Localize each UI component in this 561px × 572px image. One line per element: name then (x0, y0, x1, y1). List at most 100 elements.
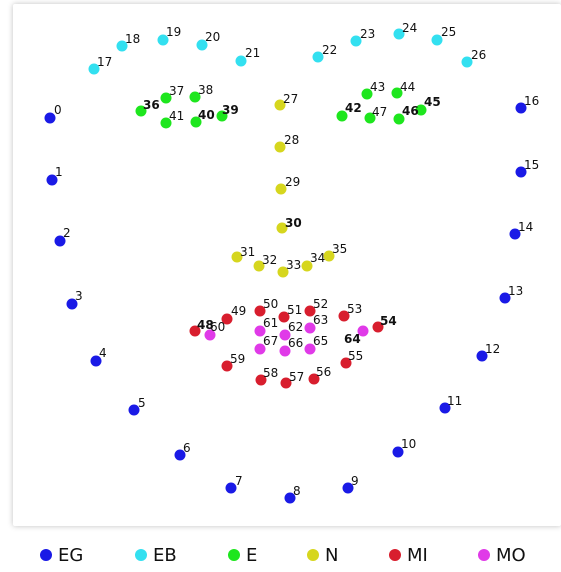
landmark-label-60: 60 (210, 320, 225, 334)
landmark-label-0: 0 (54, 103, 62, 117)
landmark-point-66 (279, 345, 291, 357)
landmark-point-14 (509, 228, 521, 240)
landmark-panel: 0 1 2 3 4 5 6 7 8 9 10 11 12 13 14 15 16 17 18 19 20 21 22 23 24… (13, 4, 561, 526)
landmark-point-55 (340, 357, 352, 369)
landmark-point-4 (90, 355, 102, 367)
landmark-label-42: 42 (345, 101, 362, 115)
landmark-label-28: 28 (284, 133, 299, 147)
landmark-label-9: 9 (351, 474, 359, 488)
landmark-point-34 (301, 260, 313, 272)
landmark-point-45 (415, 104, 427, 116)
landmark-point-15 (515, 166, 527, 178)
landmark-point-61 (254, 325, 266, 337)
landmark-point-63 (304, 322, 316, 334)
landmark-label-17: 17 (97, 55, 112, 69)
landmark-point-42 (336, 110, 348, 122)
landmark-point-29 (275, 183, 287, 195)
landmark-label-27: 27 (283, 92, 298, 106)
landmark-label-59: 59 (230, 352, 245, 366)
landmark-point-59 (221, 360, 233, 372)
landmark-label-36: 36 (143, 98, 160, 112)
landmark-label-23: 23 (360, 27, 375, 41)
landmark-point-49 (221, 313, 233, 325)
landmark-point-13 (499, 292, 511, 304)
landmark-label-40: 40 (198, 108, 215, 122)
landmark-point-5 (128, 404, 140, 416)
legend-swatch-mi (389, 549, 401, 561)
legend-item-n: N (307, 538, 338, 572)
landmark-point-24 (393, 28, 405, 40)
landmark-label-41: 41 (169, 109, 184, 123)
landmark-label-35: 35 (332, 242, 347, 256)
landmark-label-4: 4 (99, 346, 107, 360)
landmark-label-26: 26 (471, 48, 486, 62)
landmark-label-15: 15 (524, 158, 539, 172)
landmark-label-16: 16 (524, 94, 539, 108)
landmark-point-48 (189, 325, 201, 337)
landmark-label-38: 38 (198, 83, 213, 97)
landmark-label-64: 64 (344, 332, 361, 346)
legend-label-mo: MO (496, 544, 526, 566)
legend-item-mo: MO (478, 538, 526, 572)
landmark-label-2: 2 (63, 226, 71, 240)
landmark-point-50 (254, 305, 266, 317)
landmark-label-8: 8 (293, 484, 301, 498)
landmark-label-66: 66 (288, 336, 303, 350)
landmark-label-24: 24 (402, 21, 417, 35)
landmark-point-25 (431, 34, 443, 46)
landmark-point-12 (476, 350, 488, 362)
landmark-label-30: 30 (285, 216, 302, 230)
landmark-point-21 (235, 55, 247, 67)
landmark-point-11 (439, 402, 451, 414)
landmark-label-31: 31 (240, 245, 255, 259)
landmark-label-50: 50 (263, 297, 278, 311)
landmark-point-44 (391, 87, 403, 99)
landmark-label-11: 11 (447, 394, 462, 408)
landmark-point-64 (357, 325, 369, 337)
landmark-label-52: 52 (313, 297, 328, 311)
legend-item-eb: EB (135, 538, 177, 572)
landmark-label-44: 44 (400, 80, 415, 94)
landmark-label-25: 25 (441, 25, 456, 39)
legend-label-eb: EB (153, 544, 177, 566)
landmark-label-47: 47 (372, 105, 387, 119)
landmark-point-30 (276, 222, 288, 234)
legend: EG EB E N MI MO (0, 538, 561, 572)
landmark-point-31 (231, 251, 243, 263)
landmark-label-67: 67 (263, 334, 278, 348)
landmark-label-46: 46 (402, 104, 419, 118)
landmark-point-43 (361, 88, 373, 100)
landmark-point-19 (157, 34, 169, 46)
landmark-point-60 (204, 329, 216, 341)
landmark-point-8 (284, 492, 296, 504)
landmark-label-53: 53 (347, 302, 362, 316)
landmark-point-1 (46, 174, 58, 186)
landmark-label-18: 18 (125, 32, 140, 46)
landmark-point-26 (461, 56, 473, 68)
landmark-label-63: 63 (313, 313, 328, 327)
legend-swatch-e (228, 549, 240, 561)
legend-swatch-mo (478, 549, 490, 561)
legend-swatch-n (307, 549, 319, 561)
landmark-point-10 (392, 446, 404, 458)
landmark-label-48: 48 (197, 318, 214, 332)
landmark-point-58 (255, 374, 267, 386)
landmark-label-65: 65 (313, 334, 328, 348)
landmark-point-62 (279, 329, 291, 341)
landmark-point-9 (342, 482, 354, 494)
landmark-label-54: 54 (380, 314, 397, 328)
landmark-point-32 (253, 260, 265, 272)
landmark-point-47 (364, 112, 376, 124)
legend-swatch-eb (135, 549, 147, 561)
landmark-point-16 (515, 102, 527, 114)
landmark-label-51: 51 (287, 303, 302, 317)
landmark-label-13: 13 (508, 284, 523, 298)
landmark-label-20: 20 (205, 30, 220, 44)
landmark-label-10: 10 (401, 437, 416, 451)
landmark-label-34: 34 (310, 251, 325, 265)
landmark-label-61: 61 (263, 316, 278, 330)
landmark-point-18 (116, 40, 128, 52)
landmark-label-37: 37 (169, 84, 184, 98)
landmark-point-33 (277, 266, 289, 278)
landmark-label-33: 33 (286, 258, 301, 272)
